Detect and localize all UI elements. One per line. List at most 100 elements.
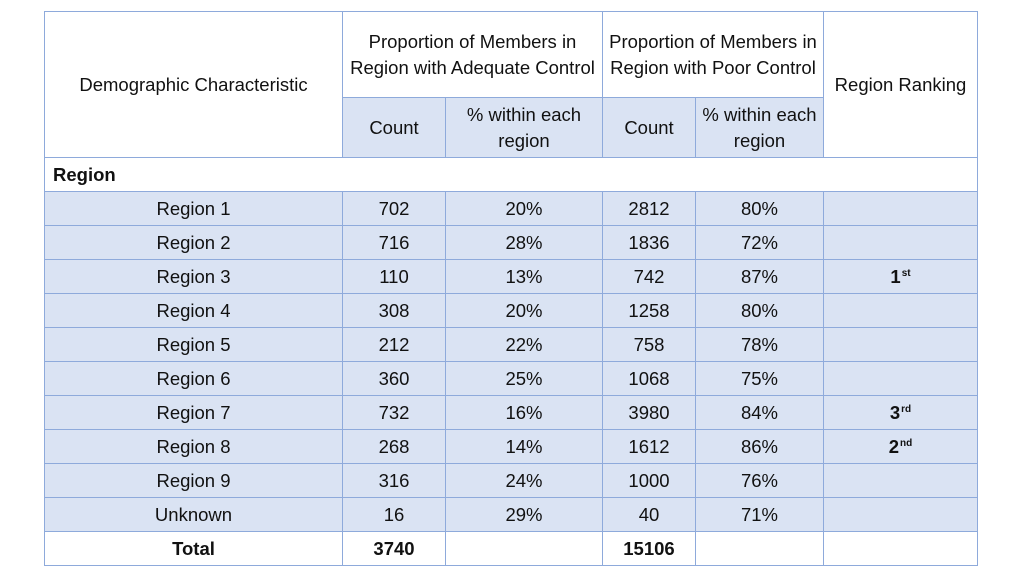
rank-value: 1st	[890, 266, 910, 287]
rank-number: 2	[888, 435, 900, 457]
rank-value	[900, 300, 901, 321]
table-row: Region 3 110 13% 742 87% 1st	[44, 259, 978, 294]
rank-value	[900, 232, 901, 253]
table-body: Region Region 1 702 20% 2812 80% Region 2 716 2…	[44, 157, 978, 566]
adequate-pct-cell: 20%	[445, 191, 603, 226]
table-row: Region 9 316 24% 1000 76%	[44, 463, 978, 498]
poor-pct-cell: 87%	[695, 259, 824, 294]
poor-count-cell: 3980	[602, 395, 696, 430]
rank-value: 3rd	[890, 402, 911, 423]
adequate-count-cell: 702	[342, 191, 446, 226]
subheader-poor-pct: % within each region	[695, 97, 824, 158]
total-adequate-count: 3740	[342, 531, 446, 566]
header-region-ranking: Region Ranking	[823, 11, 978, 158]
poor-count-cell: 1836	[602, 225, 696, 260]
region-name-cell: Unknown	[44, 497, 343, 532]
adequate-count-cell: 360	[342, 361, 446, 396]
region-ranking-cell: 3rd	[823, 395, 978, 430]
total-label: Total	[44, 531, 343, 566]
header-row-top: Demographic Characteristic Proportion of…	[44, 11, 978, 158]
poor-pct-cell: 80%	[695, 293, 824, 328]
region-control-table: Demographic Characteristic Proportion of…	[44, 11, 978, 566]
adequate-count-cell: 732	[342, 395, 446, 430]
region-ranking-cell	[823, 327, 978, 362]
adequate-count-cell: 716	[342, 225, 446, 260]
poor-count-cell: 1612	[602, 429, 696, 464]
table-row: Region 2 716 28% 1836 72%	[44, 225, 978, 260]
rank-suffix: st	[901, 267, 911, 279]
table-row: Unknown 16 29% 40 71%	[44, 497, 978, 532]
region-name-cell: Region 6	[44, 361, 343, 396]
total-poor-count: 15106	[602, 531, 696, 566]
region-name-cell: Region 8	[44, 429, 343, 464]
rank-value	[900, 334, 901, 355]
region-name-cell: Region 5	[44, 327, 343, 362]
rank-value	[900, 368, 901, 389]
adequate-count-cell: 268	[342, 429, 446, 464]
rank-number: 1	[890, 265, 901, 287]
region-name-cell: Region 3	[44, 259, 343, 294]
adequate-pct-cell: 24%	[445, 463, 603, 498]
poor-pct-cell: 72%	[695, 225, 824, 260]
subheader-adequate-count: Count	[342, 97, 446, 158]
region-ranking-cell	[823, 225, 978, 260]
poor-count-cell: 2812	[602, 191, 696, 226]
table-row: Region 8 268 14% 1612 86% 2nd	[44, 429, 978, 464]
adequate-pct-cell: 25%	[445, 361, 603, 396]
region-ranking-cell	[823, 191, 978, 226]
table-row: Region 4 308 20% 1258 80%	[44, 293, 978, 328]
rank-value	[900, 198, 901, 219]
poor-pct-cell: 80%	[695, 191, 824, 226]
adequate-pct-cell: 16%	[445, 395, 603, 430]
adequate-count-cell: 16	[342, 497, 446, 532]
region-name-cell: Region 7	[44, 395, 343, 430]
region-name-cell: Region 9	[44, 463, 343, 498]
group-row-region: Region	[44, 157, 978, 192]
rank-suffix: nd	[900, 437, 913, 449]
adequate-pct-cell: 29%	[445, 497, 603, 532]
rank-value: 2nd	[889, 436, 913, 457]
adequate-count-cell: 308	[342, 293, 446, 328]
header-demographic: Demographic Characteristic	[44, 11, 343, 158]
poor-pct-cell: 84%	[695, 395, 824, 430]
adequate-count-cell: 316	[342, 463, 446, 498]
table-row: Region 1 702 20% 2812 80%	[44, 191, 978, 226]
table-row: Region 5 212 22% 758 78%	[44, 327, 978, 362]
total-ranking	[823, 531, 978, 566]
adequate-pct-cell: 13%	[445, 259, 603, 294]
poor-count-cell: 1258	[602, 293, 696, 328]
total-poor-pct	[695, 531, 824, 566]
region-ranking-cell: 1st	[823, 259, 978, 294]
header-poor-control: Proportion of Members in Region with Poo…	[602, 11, 824, 98]
adequate-pct-cell: 28%	[445, 225, 603, 260]
table-row: Region 6 360 25% 1068 75%	[44, 361, 978, 396]
poor-pct-cell: 86%	[695, 429, 824, 464]
region-ranking-cell: 2nd	[823, 429, 978, 464]
total-row: Total 3740 15106	[44, 531, 978, 566]
adequate-count-cell: 110	[342, 259, 446, 294]
subheader-poor-count: Count	[602, 97, 696, 158]
subheader-adequate-pct: % within each region	[445, 97, 603, 158]
region-ranking-cell	[823, 293, 978, 328]
rank-suffix: rd	[901, 403, 912, 415]
region-name-cell: Region 2	[44, 225, 343, 260]
table-row: Region 7 732 16% 3980 84% 3rd	[44, 395, 978, 430]
rank-value	[900, 470, 901, 491]
region-name-cell: Region 4	[44, 293, 343, 328]
poor-count-cell: 40	[602, 497, 696, 532]
poor-pct-cell: 76%	[695, 463, 824, 498]
poor-count-cell: 758	[602, 327, 696, 362]
adequate-pct-cell: 14%	[445, 429, 603, 464]
group-label: Region	[44, 157, 978, 192]
adequate-pct-cell: 22%	[445, 327, 603, 362]
poor-count-cell: 1068	[602, 361, 696, 396]
rank-value	[900, 504, 901, 525]
region-ranking-cell	[823, 361, 978, 396]
poor-pct-cell: 78%	[695, 327, 824, 362]
header-row-sub: Count % within each region Count % withi…	[45, 97, 978, 158]
region-ranking-cell	[823, 463, 978, 498]
total-adequate-pct	[445, 531, 603, 566]
poor-pct-cell: 71%	[695, 497, 824, 532]
poor-count-cell: 1000	[602, 463, 696, 498]
poor-count-cell: 742	[602, 259, 696, 294]
